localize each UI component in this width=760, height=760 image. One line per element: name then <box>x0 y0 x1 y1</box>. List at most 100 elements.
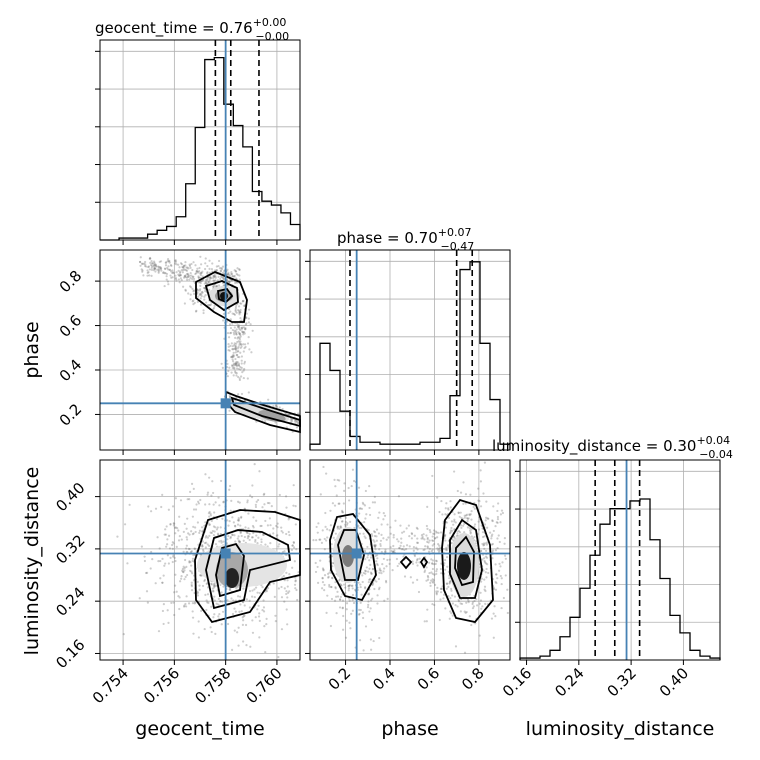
sample-point <box>239 351 242 354</box>
sample-point <box>154 507 158 510</box>
histogram-geocent_time <box>100 56 301 241</box>
x-tick-label: 0.760 <box>243 664 286 707</box>
sample-point <box>486 541 489 544</box>
sample-point <box>425 524 428 528</box>
sample-point <box>385 538 388 541</box>
sample-point <box>143 555 146 558</box>
sample-point <box>364 536 367 540</box>
sample-point <box>197 276 201 279</box>
sample-point <box>204 278 208 282</box>
sample-point <box>243 332 246 335</box>
sample-point <box>214 275 217 278</box>
sample-point <box>496 577 499 580</box>
sample-point <box>269 542 272 545</box>
sample-point <box>339 516 342 520</box>
sample-point <box>222 540 225 543</box>
sample-point <box>228 409 231 412</box>
sample-point <box>430 571 433 574</box>
sample-point <box>166 258 170 261</box>
sample-point <box>252 531 255 535</box>
sample-point <box>237 540 241 543</box>
sample-point <box>211 262 214 265</box>
sample-point <box>369 556 373 559</box>
density-cell <box>342 545 354 567</box>
sample-point <box>176 526 179 530</box>
sample-point <box>191 515 194 518</box>
sample-point <box>201 540 204 543</box>
sample-point <box>368 506 371 510</box>
sample-point <box>206 303 210 307</box>
sample-point <box>237 644 240 647</box>
sample-point <box>214 501 217 504</box>
sample-point <box>431 572 434 575</box>
sample-point <box>344 586 347 589</box>
sample-point <box>469 531 472 534</box>
sample-point <box>202 550 205 553</box>
sample-point <box>194 264 197 267</box>
sample-point <box>397 540 400 543</box>
sample-point <box>361 611 364 614</box>
sample-point <box>431 562 434 565</box>
contour-line <box>195 271 248 323</box>
sample-point <box>234 305 238 308</box>
sample-point <box>235 360 238 364</box>
sample-point <box>479 480 483 483</box>
sample-point <box>363 520 366 524</box>
sample-point <box>383 567 386 570</box>
sample-point <box>249 494 252 497</box>
sample-point <box>466 519 469 523</box>
sample-point <box>206 278 209 282</box>
sample-point <box>198 584 201 587</box>
sample-point <box>323 537 326 541</box>
sample-point <box>437 548 440 552</box>
sample-point <box>174 259 177 262</box>
sample-point <box>370 572 373 575</box>
sample-point <box>183 569 186 572</box>
sample-point <box>240 326 243 330</box>
sample-point <box>221 600 224 603</box>
sample-point <box>438 549 442 552</box>
sample-point <box>208 515 211 518</box>
sample-point <box>161 609 165 613</box>
sample-point <box>246 531 249 535</box>
sample-point <box>154 263 157 266</box>
sample-point <box>208 288 211 291</box>
sample-point <box>416 557 419 561</box>
sample-point <box>376 554 379 557</box>
sample-point <box>164 272 167 275</box>
sample-point <box>396 564 399 568</box>
sample-point <box>500 582 503 586</box>
histogram-luminosity_distance <box>519 498 721 660</box>
sample-point <box>400 548 403 551</box>
sample-point <box>490 537 493 540</box>
sample-point <box>445 521 449 524</box>
sample-point <box>154 264 158 268</box>
sample-point <box>197 281 200 284</box>
sample-point <box>496 515 500 519</box>
sample-point <box>169 522 172 526</box>
sample-point <box>326 594 329 597</box>
sample-point <box>423 538 426 541</box>
sample-point <box>405 547 408 551</box>
sample-point <box>208 267 211 270</box>
sample-point <box>184 276 187 279</box>
sample-point <box>199 255 202 258</box>
sample-point <box>234 277 238 280</box>
sample-point <box>236 500 240 503</box>
sample-point <box>226 362 229 365</box>
sample-point <box>188 547 191 551</box>
sample-point <box>289 418 292 421</box>
sample-point <box>182 571 185 574</box>
sample-point <box>235 354 238 357</box>
sample-point <box>242 326 246 329</box>
sample-point <box>184 575 187 578</box>
sample-point <box>365 513 368 516</box>
sample-point <box>349 520 352 523</box>
sample-point <box>416 541 420 544</box>
sample-point <box>261 586 264 589</box>
sample-point <box>201 543 204 547</box>
sample-point <box>174 559 177 563</box>
sample-point <box>454 645 458 648</box>
sample-point <box>153 267 157 270</box>
sample-point <box>459 491 463 494</box>
